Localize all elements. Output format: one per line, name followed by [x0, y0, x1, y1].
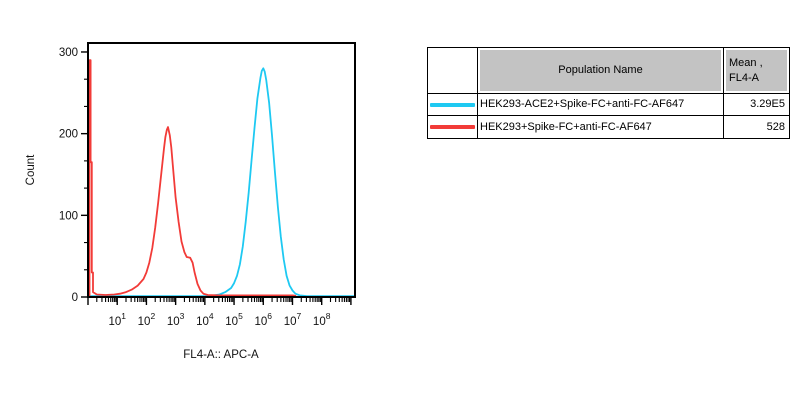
row2-mean-value: 528 [724, 116, 789, 138]
table-header-population: Population Name [478, 48, 724, 94]
row2-swatch-cell [428, 116, 478, 138]
mean-fl4a-header-label: Mean , FL4-A [726, 50, 787, 91]
x-tick-label: 108 [313, 311, 331, 328]
y-tick-label: 300 [59, 47, 78, 59]
x-tick-label: 106 [255, 311, 273, 328]
table-header-mean: Mean , FL4-A [724, 48, 789, 94]
flow-histogram-plot: 0 100 200 300 101 102 103 104 105 106 107 108 Coun… [25, 42, 356, 361]
row1-population-name: HEK293-ACE2+Spike-FC+anti-FC-AF647 [478, 94, 724, 116]
plot-frame [87, 42, 356, 298]
x-tick-label: 102 [138, 311, 156, 328]
x-tick-label: 105 [225, 311, 243, 328]
y-tick-label: 0 [72, 292, 78, 304]
cyan-line-swatch [430, 102, 475, 107]
x-tick-label: 104 [196, 311, 214, 328]
row2-population-name: HEK293+Spike-FC+anti-FC-AF647 [478, 116, 724, 138]
y-axis-ticks: 0 100 200 300 [59, 47, 88, 304]
red-line-swatch [430, 125, 475, 129]
y-tick-label: 100 [59, 210, 78, 222]
y-axis-title: Count [25, 154, 37, 185]
table-header-swatch-cell [428, 48, 478, 94]
x-tick-label: 107 [284, 311, 302, 328]
x-axis-title: FL4-A:: APC-A [183, 349, 259, 361]
population-name-header-label: Population Name [480, 50, 721, 91]
cyan-series-curve [88, 67, 355, 297]
x-tick-label: 103 [167, 311, 185, 328]
legend-stats-table: Population Name Mean , FL4-A HEK293-ACE2… [427, 47, 790, 139]
y-tick-label: 200 [59, 129, 78, 141]
row1-mean-value: 3.29E5 [724, 94, 789, 116]
curves-layer [88, 59, 355, 297]
row1-swatch-cell [428, 94, 478, 116]
x-tick-label: 101 [108, 311, 126, 328]
x-axis-ticks: 101 102 103 104 105 106 107 108 [87, 298, 352, 328]
red-series-curve [88, 59, 297, 297]
